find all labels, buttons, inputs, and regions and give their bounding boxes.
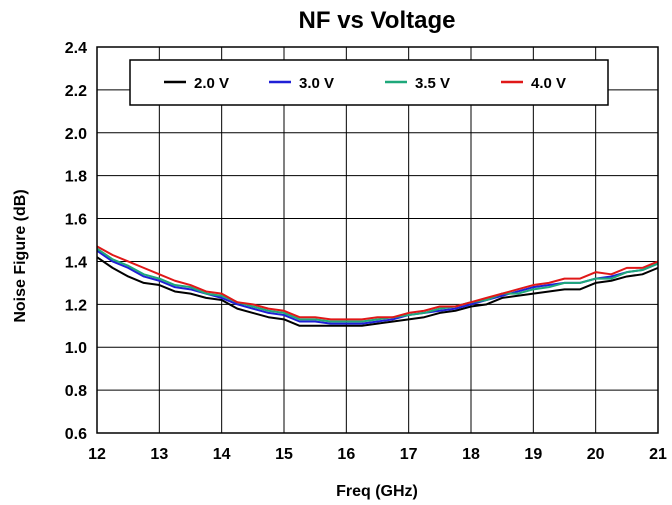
- y-tick-label: 1.0: [65, 340, 87, 357]
- legend-label: 4.0 V: [531, 75, 566, 92]
- y-tick-label: 2.4: [65, 40, 87, 57]
- legend-label: 3.0 V: [299, 75, 334, 92]
- y-tick-label: 0.6: [65, 426, 87, 443]
- series-line-2-0-v: [96, 256, 659, 327]
- series-line-3-5-v: [96, 247, 659, 323]
- y-tick-label: 1.6: [65, 212, 87, 229]
- y-axis-label: Noise Figure (dB): [12, 189, 29, 322]
- x-tick-label: 20: [587, 446, 605, 463]
- grid: [97, 47, 658, 433]
- x-tick-label: 14: [213, 446, 231, 463]
- x-axis-ticks: 12 13 14 15 16 17 18 19 20 21: [88, 446, 667, 463]
- y-tick-label: 0.8: [65, 383, 87, 400]
- series-layer: [96, 245, 659, 327]
- y-tick-label: 2.2: [65, 83, 87, 100]
- x-tick-label: 21: [649, 446, 667, 463]
- series-line-4-0-v: [96, 245, 659, 321]
- y-tick-label: 1.4: [65, 254, 87, 271]
- x-tick-label: 15: [275, 446, 293, 463]
- y-tick-label: 1.2: [65, 297, 87, 314]
- y-tick-label: 1.8: [65, 169, 87, 186]
- x-tick-label: 13: [150, 446, 168, 463]
- legend: 2.0 V 3.0 V 3.5 V 4.0 V: [129, 59, 609, 106]
- x-tick-label: 16: [337, 446, 355, 463]
- x-tick-label: 17: [400, 446, 418, 463]
- legend-label: 2.0 V: [194, 75, 229, 92]
- plot-frame: [96, 46, 659, 434]
- x-tick-label: 18: [462, 446, 480, 463]
- x-tick-label: 19: [524, 446, 542, 463]
- y-tick-label: 2.0: [65, 126, 87, 143]
- chart-title: NF vs Voltage: [299, 7, 456, 34]
- legend-box: [129, 59, 609, 106]
- x-tick-label: 12: [88, 446, 106, 463]
- x-axis-label: Freq (GHz): [336, 483, 418, 500]
- y-axis-ticks: 0.6 0.8 1.0 1.2 1.4 1.6 1.8 2.0 2.2 2.4: [65, 40, 87, 443]
- legend-label: 3.5 V: [415, 75, 450, 92]
